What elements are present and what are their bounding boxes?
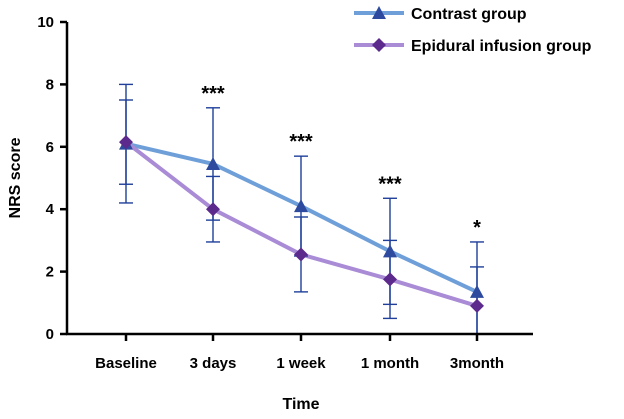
legend-entry-contrast-group: Contrast group [354, 6, 527, 23]
x-ticks: Baseline 3 days 1 week 1 month 3month [95, 334, 504, 372]
axes [65, 22, 533, 336]
marker-contrast-group-1-month [383, 244, 397, 258]
legend-triangle-marker [372, 6, 386, 19]
y-tick-label-4: 4 [46, 201, 55, 218]
legend: Contrast group Epidural infusion group [354, 6, 592, 55]
significance-3month: * [473, 217, 481, 239]
significance-1-week: *** [289, 131, 313, 153]
y-tick-label-2: 2 [46, 264, 54, 281]
y-tick-label-6: 6 [46, 139, 54, 156]
marker-contrast-group-1-week [294, 199, 308, 213]
y-axis-title: NRS score [7, 137, 24, 218]
y-tick-label-0: 0 [46, 326, 54, 343]
x-tick-label-baseline: Baseline [95, 355, 157, 372]
y-tick-label-8: 8 [46, 76, 54, 93]
marker-epidural-infusion-group-3-days [206, 202, 220, 217]
marker-epidural-infusion-group-1-week [294, 247, 308, 262]
x-tick-label-3month: 3month [450, 355, 504, 372]
y-ticks: 0 2 4 6 8 10 [37, 14, 67, 343]
marker-epidural-infusion-group-3month [470, 298, 484, 313]
legend-entry-epidural-infusion-group: Epidural infusion group [354, 38, 592, 55]
legend-label-contrast-group: Contrast group [411, 6, 527, 23]
x-tick-label-1-week: 1 week [276, 355, 326, 372]
legend-label-epidural-infusion-group: Epidural infusion group [411, 38, 592, 55]
significance-1-month: *** [378, 173, 402, 195]
x-tick-label-3-days: 3 days [190, 355, 237, 372]
x-axis-title: Time [282, 396, 319, 413]
marker-contrast-group-3-days [206, 156, 220, 170]
marker-contrast-group-3month [470, 284, 484, 298]
marker-epidural-infusion-group-1-month [383, 272, 397, 287]
x-tick-label-1-month: 1 month [361, 355, 419, 372]
significance-annotations: ********** [201, 83, 481, 239]
significance-3-days: *** [201, 83, 225, 105]
series-markers [119, 135, 484, 313]
legend-diamond-marker [372, 38, 386, 52]
y-tick-label-10: 10 [37, 14, 54, 31]
marker-epidural-infusion-group-baseline [119, 135, 133, 150]
